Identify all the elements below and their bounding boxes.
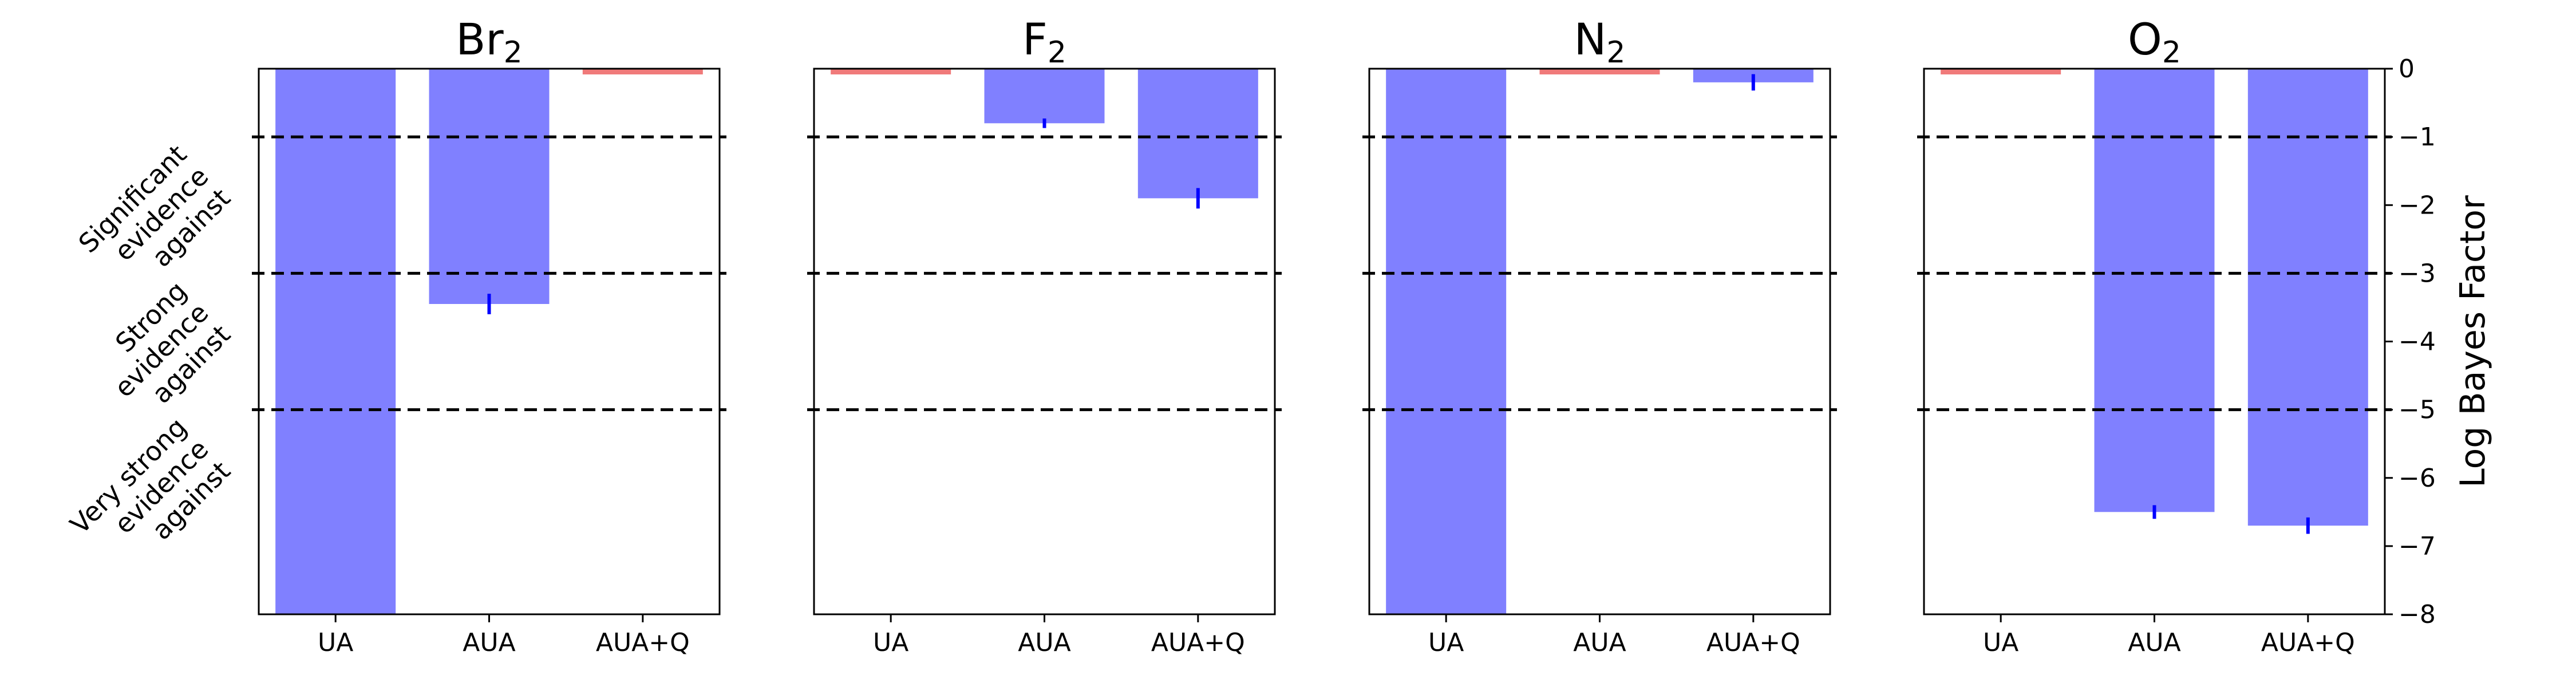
panel-title-subscript: 2 — [504, 35, 523, 70]
reference-bar — [831, 69, 951, 74]
evidence-label: Very strongevidenceagainst — [64, 412, 236, 584]
bar — [2247, 69, 2368, 526]
panel-title-base: N — [1574, 14, 1607, 65]
panel-title-base: F — [1022, 14, 1048, 65]
panel-2: UA AUA AUA+Q F2 — [807, 14, 1282, 657]
y-axis: 0 −1 −2 −3 −4 −5 −6 −7 −8 Log Bayes Factor — [2385, 54, 2493, 629]
panel-title-subscript: 2 — [1606, 35, 1625, 70]
panel-title-subscript: 2 — [1048, 35, 1066, 70]
panel-title: Br2 — [456, 14, 522, 70]
reference-bar — [1539, 69, 1660, 74]
reference-bar — [1941, 69, 2061, 74]
x-tick-label: AUA+Q — [596, 628, 690, 657]
y-tick-label: −4 — [2399, 327, 2436, 357]
panel-3: UA AUA AUA+Q N2 — [1362, 14, 1837, 657]
bar — [1137, 69, 1258, 199]
y-tick-label: 0 — [2399, 54, 2415, 84]
panel-title-base: O — [2128, 14, 2162, 65]
panel-title: N2 — [1574, 14, 1626, 70]
y-tick-label: −5 — [2399, 396, 2436, 425]
x-tick-label: AUA — [463, 628, 515, 657]
evidence-labels: SignificantevidenceagainstStrongevidence… — [64, 139, 236, 584]
y-tick-label: −2 — [2399, 191, 2436, 220]
x-tick-label: AUA+Q — [2261, 628, 2355, 657]
y-tick-label: −1 — [2399, 123, 2436, 152]
x-tick-label: AUA+Q — [1151, 628, 1245, 657]
y-tick-label: −7 — [2399, 532, 2436, 561]
bar — [2094, 69, 2215, 512]
y-tick-label: −3 — [2399, 259, 2436, 288]
panel-title-base: Br — [456, 14, 504, 65]
y-tick-label: −6 — [2399, 464, 2436, 493]
x-tick-label: AUA+Q — [1706, 628, 1800, 657]
panel-title-subscript: 2 — [2162, 35, 2181, 70]
panel-title: O2 — [2128, 14, 2181, 70]
panel-4: UA AUA AUA+Q O2 — [1917, 14, 2392, 657]
x-tick-label: AUA — [2128, 628, 2180, 657]
panel-title: F2 — [1022, 14, 1066, 70]
panel-1: UA AUA AUA+Q Br2 — [252, 14, 726, 657]
x-tick-label: AUA — [1018, 628, 1070, 657]
bar — [429, 69, 550, 304]
bar — [984, 69, 1105, 124]
reference-bar — [582, 69, 703, 74]
x-tick-label: UA — [1983, 628, 2018, 657]
x-tick-label: UA — [318, 628, 353, 657]
x-tick-label: UA — [1428, 628, 1464, 657]
y-tick-label: −8 — [2399, 600, 2436, 629]
x-tick-label: AUA — [1573, 628, 1626, 657]
evidence-label: Significantevidenceagainst — [73, 139, 236, 302]
y-axis-label: Log Bayes Factor — [2453, 195, 2493, 488]
bar — [275, 69, 396, 614]
x-tick-label: UA — [873, 628, 908, 657]
evidence-label: Strongevidenceagainst — [86, 275, 236, 425]
bar — [1386, 69, 1507, 614]
